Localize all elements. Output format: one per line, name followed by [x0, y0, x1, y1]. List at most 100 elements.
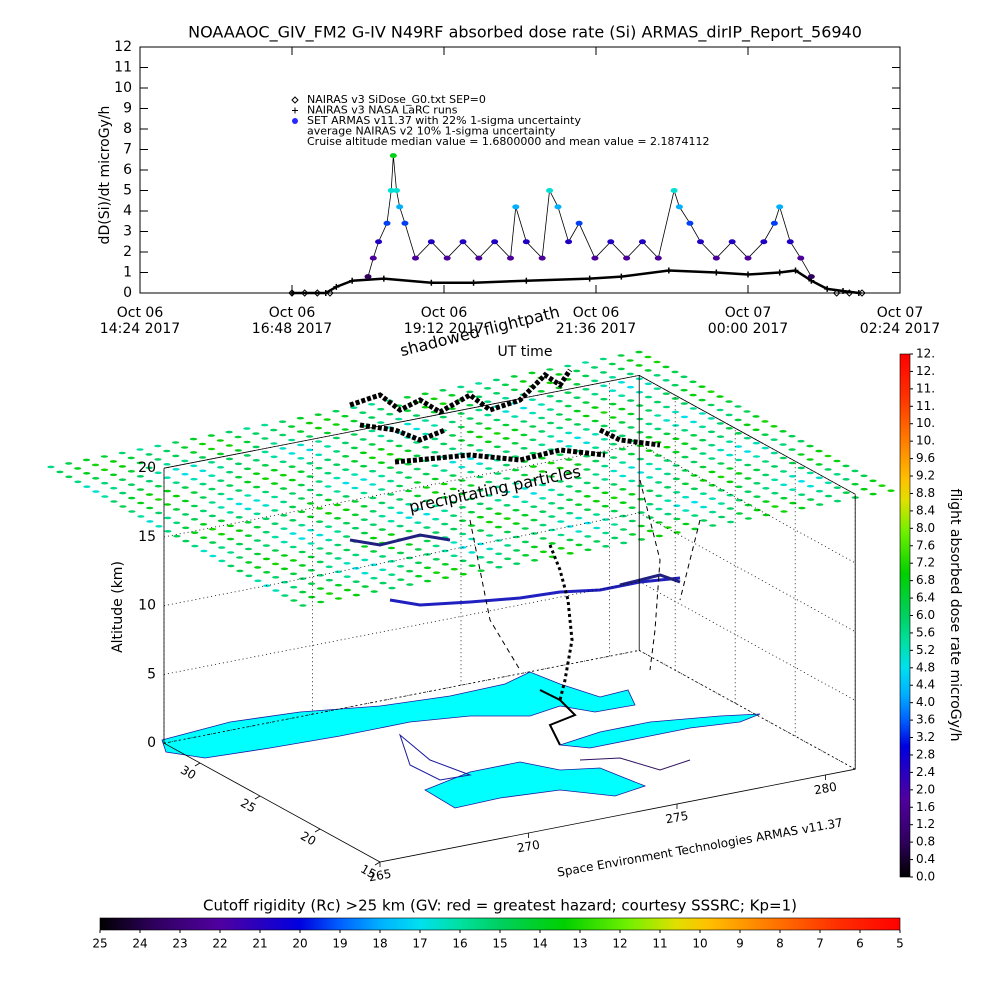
particle-plate	[824, 468, 832, 471]
particle-plate	[477, 569, 485, 572]
particle-plate	[573, 383, 581, 386]
particle-plate	[244, 521, 252, 524]
particle-plate	[600, 438, 609, 441]
particle-plate	[582, 414, 590, 418]
particle-plate	[654, 454, 662, 457]
particle-plate	[450, 567, 458, 571]
diamond-marker	[858, 289, 866, 297]
particle-plate	[279, 433, 287, 437]
plus-marker	[349, 277, 356, 284]
particle-plate	[734, 418, 742, 422]
particle-plate	[136, 461, 144, 465]
particle-plate	[581, 361, 590, 364]
chart-title: NOAAAOC_GIV_FM2 G-IV N49RF absorbed dose…	[188, 23, 862, 43]
colorbar-tick-label: 17	[412, 937, 427, 951]
particle-plate	[495, 552, 503, 556]
dose-point	[675, 204, 683, 210]
particle-plate	[395, 444, 403, 448]
particle-plate	[307, 528, 315, 532]
particle-plate	[610, 496, 618, 500]
particle-plate	[369, 496, 377, 500]
particle-plate	[779, 443, 787, 446]
particle-plate	[379, 581, 387, 585]
particle-plate	[548, 528, 556, 532]
colorbar-tick-label: 8.4	[916, 503, 935, 517]
particle-plate	[673, 531, 681, 534]
particle-plate	[673, 504, 681, 508]
particle-plate	[806, 471, 814, 475]
particle-plate	[619, 488, 627, 491]
particle-plate	[172, 508, 181, 511]
particle-plate	[333, 490, 341, 493]
particle-plate	[172, 441, 180, 444]
particle-plate	[334, 597, 343, 600]
lat-tick-label: 20	[298, 829, 318, 849]
particle-plate	[226, 484, 234, 487]
particle-plate	[404, 449, 412, 453]
particle-plate	[386, 439, 394, 443]
particle-plate	[610, 523, 619, 526]
particle-plate	[127, 483, 136, 487]
plus-marker	[618, 273, 625, 280]
particle-plate	[744, 490, 752, 494]
particle-plate	[405, 489, 413, 493]
particle-plate	[182, 526, 190, 530]
particle-plate	[503, 490, 511, 494]
dose-point	[522, 239, 530, 245]
particle-plate	[582, 374, 590, 378]
lon-tick-label: 265	[367, 867, 392, 885]
particle-plate	[119, 505, 127, 508]
particle-plate	[628, 466, 636, 469]
particle-plate	[279, 460, 287, 464]
particle-plate	[270, 442, 278, 445]
particle-plate	[716, 435, 725, 439]
particle-plate	[181, 446, 189, 449]
colorbar-tick-label: 12.	[916, 347, 935, 361]
particle-plate	[752, 455, 761, 458]
particle-plate	[620, 541, 628, 545]
particle-plate	[279, 420, 287, 424]
particle-plate	[299, 604, 307, 607]
particle-plate	[636, 404, 644, 407]
box-edge	[639, 375, 856, 495]
particle-plate	[386, 412, 394, 416]
particle-plate	[189, 437, 198, 441]
particle-plate	[547, 461, 555, 465]
particle-plate	[101, 495, 109, 498]
colorbar	[899, 353, 911, 878]
particle-plate	[441, 563, 449, 566]
particle-plate	[503, 517, 511, 520]
particle-plate	[530, 505, 538, 509]
particle-plate	[538, 470, 546, 473]
particle-plate	[548, 502, 556, 505]
particle-plate	[432, 558, 440, 561]
flightpath-projection	[469, 479, 701, 671]
particle-plate	[574, 503, 583, 507]
particle-plate	[556, 440, 564, 443]
dose-point	[565, 239, 573, 245]
dose-point	[776, 204, 784, 210]
colorbar-tick-label: 2.4	[916, 765, 935, 779]
particle-plate	[369, 483, 377, 486]
particle-plate	[368, 429, 376, 433]
particle-plate	[324, 498, 332, 502]
particle-plate	[253, 512, 261, 516]
particle-plate	[315, 480, 323, 483]
particle-plate	[815, 463, 823, 466]
particle-plate	[655, 494, 663, 498]
particle-plate	[477, 556, 485, 559]
particle-plate	[343, 588, 351, 592]
particle-plate	[521, 513, 529, 517]
particle-plate	[297, 443, 305, 447]
particle-plate	[574, 490, 582, 493]
particle-plate	[681, 429, 689, 432]
particle-plate	[218, 559, 226, 563]
particle-plate	[486, 547, 494, 551]
particle-plate	[341, 441, 349, 445]
plus-marker	[289, 290, 295, 296]
particle-plate	[448, 420, 456, 424]
particle-plate	[200, 549, 208, 553]
particle-plate	[708, 443, 716, 447]
particle-plate	[735, 472, 743, 475]
